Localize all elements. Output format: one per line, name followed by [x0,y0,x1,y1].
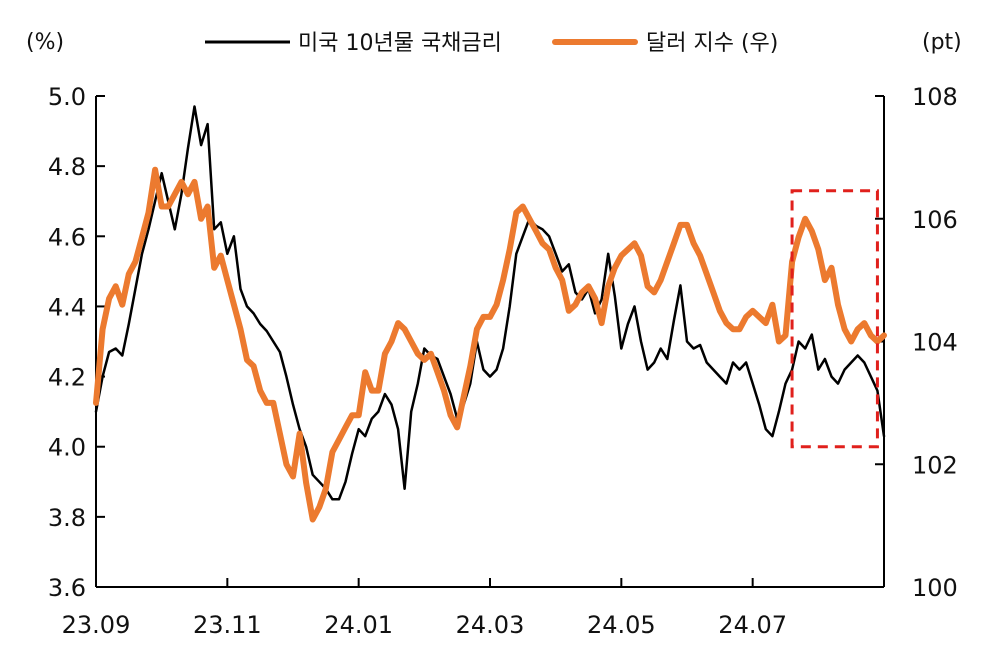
right-tick-label: 108 [912,83,958,111]
series-line-dollar-index [93,166,887,523]
x-tick-label: 23.09 [62,611,131,639]
left-tick-label: 4.4 [48,293,86,321]
left-tick-label: 3.8 [48,504,86,532]
right-axis-unit: (pt) [922,30,962,55]
left-tick-label: 4.8 [48,153,86,181]
series-line-treasury [94,105,886,501]
x-tick-label: 24.03 [456,611,525,639]
right-tick-label: 102 [912,451,958,479]
right-tick-label: 100 [912,574,958,602]
left-tick-label: 4.0 [48,434,86,462]
x-tick-label: 24.01 [324,611,393,639]
x-tick-label: 24.07 [718,611,787,639]
axes: 3.6 3.8 4.0 4.2 4.4 4.6 4.8 5.0 100 102 104 106 108 2… [48,83,958,639]
right-tick-label: 104 [912,329,958,357]
highlight-box [790,189,879,449]
left-tick-label: 5.0 [48,83,86,111]
left-tick-label: 4.2 [48,364,86,392]
legend: 미국 10년물 국채금리 달러 지수 (우) [205,31,778,56]
left-axis-unit: (%) [26,30,64,55]
x-tick-label: 23.11 [193,611,262,639]
legend-label-dollar-index: 달러 지수 (우) [646,31,778,56]
right-tick-label: 106 [912,206,958,234]
left-tick-label: 4.6 [48,223,86,251]
x-tick-label: 24.05 [587,611,656,639]
legend-label-treasury: 미국 10년물 국채금리 [298,31,502,56]
left-tick-label: 3.6 [48,574,86,602]
plot-area [93,105,887,523]
